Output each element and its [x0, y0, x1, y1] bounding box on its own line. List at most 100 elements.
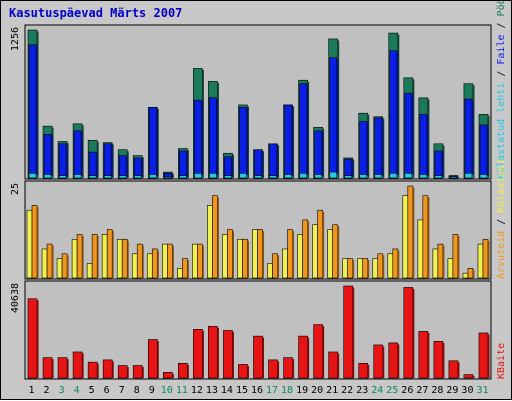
x-tick-label: 12 [191, 385, 203, 396]
x-tick-label: 11 [176, 385, 188, 396]
bar-kulastatud-lehti-4-shadow [81, 175, 83, 178]
bar-faile-14 [224, 156, 232, 179]
bar-poordumisi-2-shadow [52, 127, 54, 178]
bar-kulastatud-lehti-17-shadow [276, 177, 279, 178]
bar-kbaite-23-shadow [367, 364, 370, 378]
bar-kulastusi-24 [372, 258, 379, 279]
bar-faile-19-shadow [306, 85, 309, 178]
bar-kbaite-6-shadow [112, 361, 114, 378]
bar-arvuteid-10 [167, 243, 173, 279]
x-tick-label: 2 [44, 385, 50, 396]
bar-kulastusi-27 [417, 219, 424, 279]
bar-kulastatud-lehti-17 [269, 175, 277, 179]
bar-arvuteid-1-shadow [37, 206, 39, 278]
bar-kulastatud-lehti-6 [103, 175, 112, 179]
bar-arvuteid-5 [91, 234, 98, 279]
legend-bottom: KBaite [496, 343, 507, 379]
bar-arvuteid-17 [272, 253, 278, 279]
bar-arvuteid-24 [377, 253, 384, 279]
bar-kulastatud-lehti-9 [148, 174, 157, 179]
bar-arvuteid-10-shadow [172, 245, 174, 278]
bar-arvuteid-8 [136, 243, 143, 279]
legend-bottom-item: KBaite [496, 343, 507, 379]
bar-faile-31-shadow [487, 126, 489, 178]
y-max-label: 1256 [10, 27, 21, 51]
bar-poordumisi-1-shadow [37, 31, 39, 178]
bar-kulastusi-14 [222, 234, 228, 279]
bar-arvuteid-14 [227, 229, 233, 279]
bar-kbaite-8 [132, 365, 143, 379]
bar-kulastusi-19 [297, 234, 303, 279]
bar-kbaite-3 [57, 357, 68, 379]
bar-faile-31 [479, 124, 488, 179]
bar-kbaite-19 [298, 335, 308, 379]
bar-faile-25-shadow [396, 52, 399, 178]
bar-faile-26-shadow [411, 94, 414, 178]
bar-kulastatud-lehti-24-shadow [381, 175, 384, 178]
bar-arvuteid-28-shadow [442, 245, 445, 278]
bar-kulastatud-lehti-19-shadow [306, 174, 309, 178]
x-tick-label: 29 [446, 385, 458, 396]
bar-poordumisi-29-shadow [457, 177, 460, 178]
x-tick-label: 3 [59, 385, 65, 396]
bar-kulastusi-31 [477, 243, 484, 279]
bar-kbaite-5 [87, 361, 98, 379]
bar-poordumisi-25-shadow [397, 34, 400, 179]
bar-kbaite-5-shadow [97, 363, 99, 378]
bar-kbaite-21-shadow [337, 353, 340, 378]
bar-kulastusi-28 [432, 248, 439, 279]
bar-kbaite-29-shadow [457, 362, 460, 378]
bar-faile-29-shadow [456, 177, 459, 178]
bar-arvuteid-21 [332, 224, 338, 279]
bar-faile-8 [133, 157, 142, 179]
x-tick-label: 17 [266, 385, 278, 396]
bar-kulastatud-lehti-30 [464, 172, 473, 179]
x-tick-label: 30 [461, 385, 473, 396]
bar-kulastatud-lehti-18 [284, 174, 292, 179]
bar-faile-8-shadow [141, 159, 143, 178]
bar-arvuteid-23-shadow [367, 260, 370, 278]
bar-kbaite-2 [42, 357, 53, 379]
bar-kulastatud-lehti-28 [434, 175, 443, 179]
bar-kulastatud-lehti-30-shadow [471, 174, 474, 178]
bar-poordumisi-28-shadow [442, 145, 445, 178]
panel-3: 40638 [10, 280, 492, 380]
bar-arvuteid-6 [106, 229, 113, 279]
bar-kbaite-24 [373, 344, 384, 379]
x-tick-label: 28 [431, 385, 443, 396]
bar-faile-2-shadow [51, 135, 53, 178]
bar-faile-5 [88, 151, 97, 179]
bar-kbaite-14 [223, 330, 233, 379]
bar-faile-2 [43, 134, 52, 179]
bar-arvuteid-25-shadow [397, 250, 400, 278]
bar-poordumisi-11-shadow [187, 150, 189, 178]
bar-arvuteid-20 [317, 209, 323, 279]
bar-kbaite-28 [433, 341, 444, 379]
bar-kulastusi-30 [462, 272, 469, 279]
bar-kbaite-4 [72, 351, 83, 379]
bar-kbaite-3-shadow [67, 359, 69, 378]
bar-arvuteid-29-shadow [457, 235, 460, 278]
x-tick-label: 19 [296, 385, 308, 396]
legend-top-item: Faile [496, 35, 507, 65]
bar-faile-23-shadow [366, 122, 369, 178]
bar-kulastatud-lehti-15-shadow [246, 174, 248, 178]
bar-poordumisi-4-shadow [82, 125, 84, 178]
legend-middle-item: Külastusi [496, 159, 507, 213]
bar-kulastatud-lehti-14-shadow [231, 177, 233, 178]
bar-faile-28-shadow [441, 152, 444, 178]
bar-kulastatud-lehti-1-shadow [36, 174, 38, 178]
bar-faile-4-shadow [81, 132, 83, 178]
bar-kbaite-28-shadow [442, 342, 445, 378]
bar-kulastusi-4 [71, 238, 78, 279]
bar-faile-18 [284, 104, 292, 179]
x-tick-label: 5 [89, 385, 95, 396]
bar-faile-3 [58, 143, 67, 179]
bar-kbaite-9 [147, 339, 158, 379]
bar-arvuteid-19 [302, 219, 308, 279]
bar-kbaite-29 [448, 360, 459, 379]
bar-poordumisi-12-shadow [202, 69, 204, 178]
bar-poordumisi-26-shadow [412, 79, 415, 178]
x-tick-label: 15 [236, 385, 248, 396]
bar-poordumisi-27-shadow [427, 99, 430, 178]
